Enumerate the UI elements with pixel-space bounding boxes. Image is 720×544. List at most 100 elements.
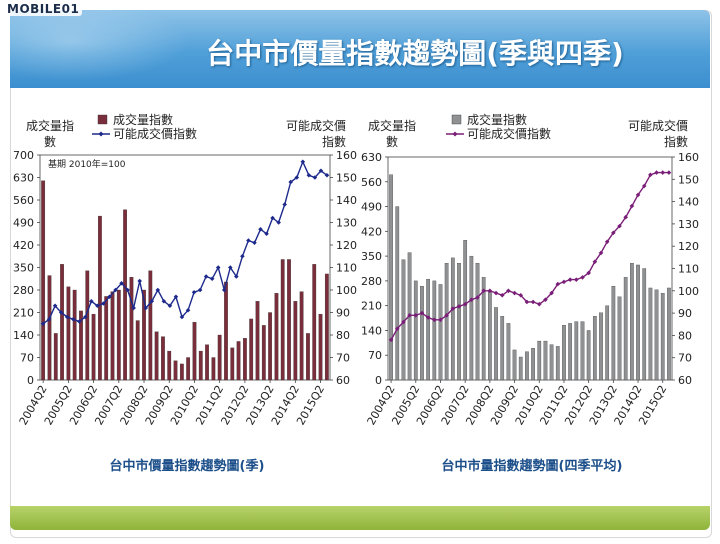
volume-bar [324, 273, 329, 381]
price-index-point [312, 175, 318, 180]
volume-bar [299, 291, 304, 381]
price-index-point [388, 337, 394, 343]
price-index-point [394, 326, 400, 332]
left-axis-tick-label: 210 [361, 300, 382, 313]
price-index-point [481, 288, 486, 294]
price-index-point [318, 168, 324, 174]
left-axis-tick-label: 280 [361, 275, 382, 288]
volume-bar [432, 280, 437, 381]
right-axis-tick-label: 100 [678, 285, 699, 298]
volume-bar [475, 263, 480, 381]
price-index-point [456, 304, 462, 309]
price-index-point [179, 314, 185, 320]
right-axis-tick-label: 150 [336, 172, 357, 185]
price-index-point [185, 307, 191, 313]
price-index-point [167, 303, 173, 309]
legend-line-marker [452, 131, 458, 137]
price-index-point [173, 294, 179, 300]
legend-item-volume: 成交量指數 [113, 112, 173, 127]
price-index-point [58, 310, 64, 315]
legend-bar-swatch [451, 114, 462, 125]
world-map-graphic [10, 10, 210, 88]
right-axis-tick-label: 130 [678, 218, 699, 231]
price-index-line [42, 159, 328, 325]
volume-bar [444, 263, 449, 381]
price-index-point [125, 287, 130, 293]
left-axis-tick-label: 140 [361, 324, 382, 337]
right-axis-label-line2: 指數 [322, 134, 346, 149]
right-axis-tick-label: 140 [678, 196, 699, 209]
price-index-point [499, 292, 505, 298]
volume-bar [161, 336, 165, 381]
volume-bar [574, 321, 579, 381]
volume-bar [549, 344, 554, 381]
price-index-point [549, 290, 554, 296]
price-index-point [432, 317, 437, 323]
volume-bar [192, 321, 197, 381]
price-index-point [324, 172, 330, 178]
price-index-point [462, 301, 468, 307]
volume-bar [41, 180, 46, 381]
price-index-point [203, 274, 209, 279]
volume-bar [660, 293, 665, 381]
left-axis-tick-label: 350 [13, 262, 34, 275]
price-index-point [191, 289, 197, 295]
price-index-point [666, 170, 672, 175]
price-index-point [107, 294, 112, 300]
left-axis-tick-label: 630 [361, 151, 382, 164]
left-axis-label-line2: 數 [386, 135, 398, 149]
volume-bar [154, 331, 159, 381]
price-index-point [264, 231, 269, 237]
price-index-point [143, 305, 149, 311]
price-index-point [113, 287, 118, 293]
page-title: 台中市價量指數趨勢圖(季與四季) [206, 37, 624, 70]
volume-bar [617, 296, 622, 381]
volume-bar [287, 259, 291, 381]
price-index-point [635, 192, 641, 198]
price-index-point [419, 310, 425, 316]
right-axis-tick-label: 70 [678, 352, 692, 365]
volume-bar [395, 206, 400, 381]
price-index-point [592, 259, 598, 265]
volume-bar [186, 357, 191, 381]
volume-bar [60, 264, 64, 381]
left-axis-tick-label: 490 [361, 201, 382, 214]
volume-bar [53, 333, 58, 381]
title-banner: 台中市價量指數趨勢圖(季與四季) [10, 10, 710, 88]
volume-bar [98, 215, 102, 381]
volume-bar [280, 259, 285, 381]
price-index-point [555, 281, 561, 287]
price-index-point [282, 202, 287, 207]
plot-area [39, 154, 331, 381]
volume-bar [562, 324, 566, 381]
volume-bar [72, 289, 77, 381]
price-index-point [580, 275, 585, 280]
price-index-point [475, 295, 480, 300]
price-index-point [215, 265, 221, 270]
price-index-line [390, 171, 669, 341]
left-axis-tick-label: 700 [13, 149, 34, 162]
price-index-point [444, 313, 449, 318]
volume-bar [224, 281, 228, 381]
price-index-point [536, 301, 542, 307]
left-axis-tick-label: 0 [375, 374, 382, 387]
volume-bar [506, 323, 511, 381]
volume-bar [318, 313, 323, 381]
volume-bar [123, 209, 127, 381]
volume-bar [167, 350, 172, 381]
legend-item-price: 可能成交價指數 [113, 126, 197, 141]
left-axis-label-line1: 成交量指 [26, 118, 74, 133]
left-axis-tick-label: 420 [361, 225, 382, 238]
price-index-point [89, 298, 94, 304]
price-index-point [617, 223, 622, 229]
volume-bar [469, 255, 474, 381]
volume-bar [306, 333, 310, 381]
volume-bar [110, 291, 115, 381]
volume-bar [104, 296, 109, 381]
price-index-point [276, 220, 281, 225]
right-axis-label-line2: 指數 [664, 134, 688, 149]
volume-bar [148, 270, 153, 381]
price-index-point [574, 277, 579, 282]
price-index-point [155, 287, 161, 293]
